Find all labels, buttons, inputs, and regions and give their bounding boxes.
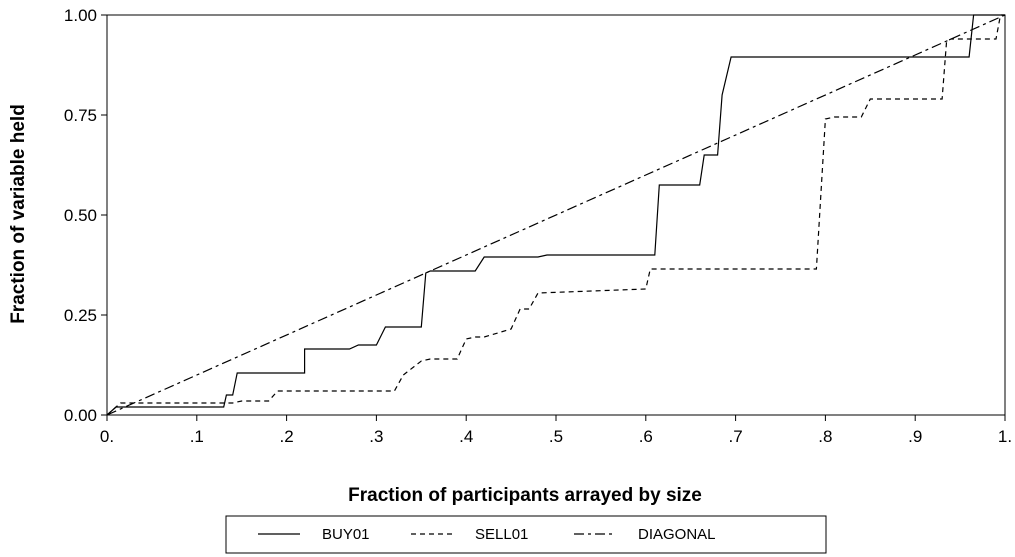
x-tick-label: .5 bbox=[549, 427, 563, 446]
y-tick-label: 1.00 bbox=[64, 6, 97, 25]
legend-box bbox=[225, 515, 827, 554]
legend: BUY01 SELL01 DIAGONAL bbox=[225, 515, 827, 554]
y-tick-label: 0.75 bbox=[64, 106, 97, 125]
y-axis-title: Fraction of variable held bbox=[8, 104, 29, 324]
x-tick-label: .8 bbox=[818, 427, 832, 446]
x-tick-label: .1 bbox=[190, 427, 204, 446]
legend-label-buy01: BUY01 bbox=[322, 526, 370, 543]
series-sell01-line bbox=[106, 14, 1005, 416]
x-tick-label: .6 bbox=[639, 427, 653, 446]
y-axis: 0.00 0.25 0.50 0.75 1.00 bbox=[64, 6, 107, 425]
series-layer bbox=[106, 14, 1006, 416]
y-tick-label: 0.00 bbox=[64, 406, 97, 425]
x-tick-label: .4 bbox=[459, 427, 473, 446]
x-tick-label: .9 bbox=[908, 427, 922, 446]
x-tick-label: .7 bbox=[729, 427, 743, 446]
series-diagonal-line bbox=[106, 14, 1006, 416]
legend-label-sell01: SELL01 bbox=[475, 526, 528, 543]
legend-label-diagonal: DIAGONAL bbox=[638, 526, 716, 543]
x-tick-label: .2 bbox=[280, 427, 294, 446]
x-tick-label: .3 bbox=[369, 427, 383, 446]
x-axis: 0. .1 .2 .3 .4 .5 .6 .7 .8 .9 1. bbox=[100, 415, 1012, 446]
x-tick-label: 0. bbox=[100, 427, 114, 446]
x-tick-label: 1. bbox=[998, 427, 1012, 446]
y-tick-label: 0.25 bbox=[64, 306, 97, 325]
y-tick-label: 0.50 bbox=[64, 206, 97, 225]
x-axis-title: Fraction of participants arrayed by size bbox=[348, 485, 702, 506]
